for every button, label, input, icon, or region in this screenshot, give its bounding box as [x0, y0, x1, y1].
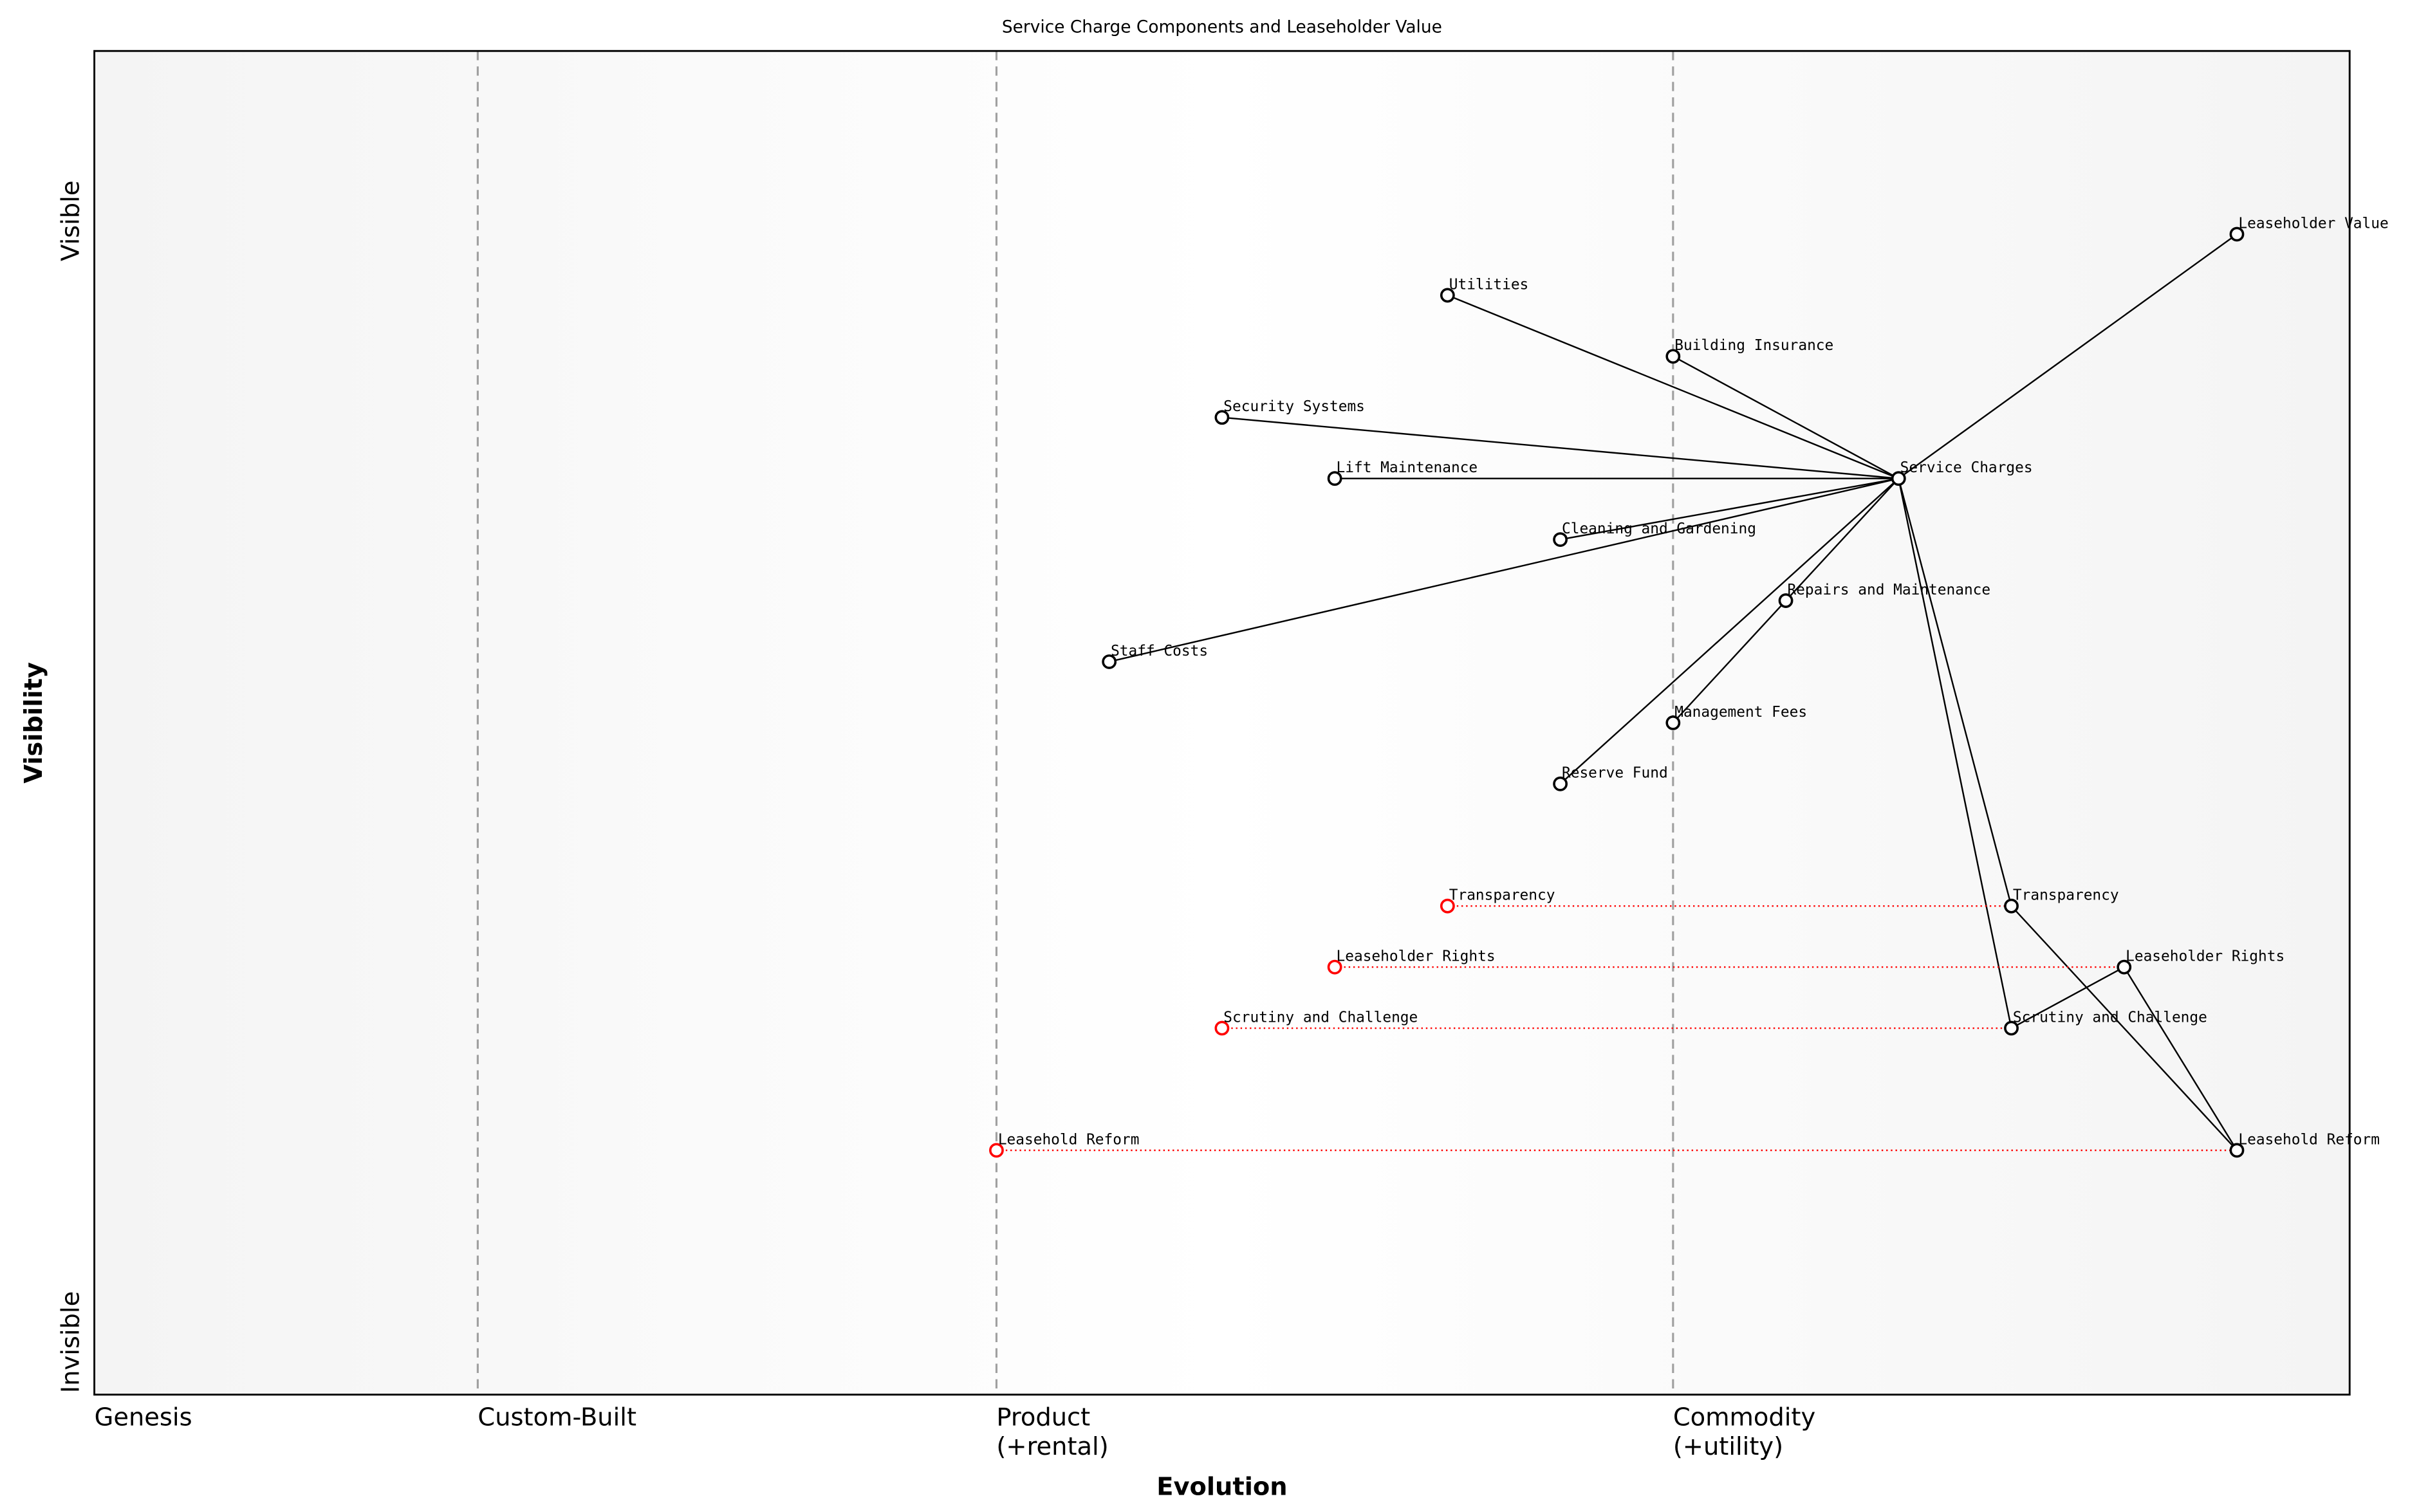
link-scrutiny-and-challenge-to-leaseholder-rights [2010, 966, 2125, 1029]
component-label-management-fees: Management Fees [1674, 704, 1807, 721]
component-node-leaseholder-rights [2117, 959, 2132, 975]
link-repairs-and-maintenance-to-management-fees [1672, 600, 1786, 724]
link-service-charges-to-building-insurance [1673, 355, 1899, 479]
component-label-staff-costs: Staff Costs [1111, 643, 1208, 659]
evolve-origin-node-leaseholder-rights [1327, 959, 1342, 975]
component-label-cleaning-and-gardening: Cleaning and Gardening [1562, 521, 1756, 537]
evolve-origin-label-transparency: Transparency [1449, 887, 1555, 904]
component-node-scrutiny-and-challenge [2004, 1020, 2019, 1036]
link-service-charges-to-security-systems [1221, 416, 1899, 479]
component-node-cleaning-and-gardening [1553, 532, 1568, 548]
stage-label-line: Product [996, 1403, 1090, 1432]
evolve-origin-label-leasehold-reform: Leasehold Reform [998, 1131, 1140, 1148]
evolve-origin-label-leaseholder-rights: Leaseholder Rights [1337, 948, 1496, 964]
component-node-utilities [1440, 288, 1455, 303]
component-node-management-fees [1665, 715, 1681, 730]
component-label-repairs-and-maintenance: Repairs and Maintenance [1787, 582, 1990, 598]
evolve-origin-node-leasehold-reform [989, 1143, 1004, 1158]
stage-label-line: Genesis [95, 1403, 192, 1432]
link-service-charges-to-transparency [1898, 478, 2012, 907]
stage-label-product-rental-: Product (+rental) [996, 1403, 1108, 1462]
component-label-service-charges: Service Charges [1900, 459, 2033, 476]
component-label-security-systems: Security Systems [1223, 398, 1365, 415]
link-service-charges-to-scrutiny-and-challenge [1898, 478, 2012, 1029]
x-axis-label: Evolution [1156, 1473, 1287, 1502]
component-label-lift-maintenance: Lift Maintenance [1337, 459, 1478, 476]
link-service-charges-to-repairs-and-maintenance [1785, 477, 1900, 602]
plot-area [94, 51, 2350, 1395]
component-node-staff-costs [1102, 654, 1117, 669]
stage-label-line: (+rental) [996, 1432, 1108, 1461]
stage-label-line: Custom-Built [477, 1403, 636, 1432]
stage-label-commodity-utility-: Commodity (+utility) [1673, 1403, 1815, 1462]
component-node-leaseholder-value [2229, 226, 2245, 242]
component-label-scrutiny-and-challenge: Scrutiny and Challenge [2013, 1009, 2207, 1026]
stage-label-custom-built: Custom-Built [477, 1403, 636, 1432]
stage-label-genesis: Genesis [95, 1403, 192, 1432]
component-label-transparency: Transparency [2013, 887, 2119, 904]
evolve-origin-node-scrutiny-and-challenge [1214, 1020, 1230, 1036]
link-transparency-to-leasehold-reform [2010, 905, 2238, 1151]
component-label-leaseholder-rights: Leaseholder Rights [2126, 948, 2285, 964]
component-node-building-insurance [1665, 349, 1681, 364]
stage-label-line: (+utility) [1673, 1432, 1783, 1461]
link-service-charges-to-staff-costs [1109, 477, 1899, 663]
component-node-transparency [2004, 898, 2019, 914]
evolve-origin-label-scrutiny-and-challenge: Scrutiny and Challenge [1223, 1009, 1418, 1026]
map-title: Service Charge Components and Leaseholde… [1002, 17, 1442, 37]
component-label-leaseholder-value: Leaseholder Value [2238, 215, 2388, 232]
component-label-building-insurance: Building Insurance [1674, 337, 1833, 354]
component-node-leasehold-reform [2229, 1143, 2245, 1158]
y-axis-label: Visibility [19, 662, 48, 784]
y-axis-top-label: Visible [57, 181, 86, 261]
y-axis-bottom-label: Invisible [57, 1291, 86, 1393]
link-leaseholder-rights-to-leasehold-reform [2123, 966, 2238, 1151]
link-service-charges-to-utilities [1447, 294, 1899, 479]
link-service-charges-to-reserve-fund [1559, 477, 1900, 785]
stage-label-line: Commodity [1673, 1403, 1815, 1432]
component-label-leasehold-reform: Leasehold Reform [2238, 1131, 2380, 1148]
component-node-repairs-and-maintenance [1778, 593, 1794, 608]
evolve-origin-node-transparency [1440, 898, 1455, 914]
component-node-security-systems [1214, 410, 1230, 425]
component-node-service-charges [1891, 471, 1906, 486]
link-service-charges-to-cleaning-and-gardening [1560, 477, 1899, 540]
component-node-reserve-fund [1553, 776, 1568, 791]
component-label-reserve-fund: Reserve Fund [1562, 765, 1668, 782]
plot-frame [93, 50, 2351, 1396]
component-label-utilities: Utilities [1449, 276, 1529, 293]
component-node-lift-maintenance [1327, 471, 1342, 486]
link-leaseholder-value-to-service-charges [1898, 234, 2238, 479]
